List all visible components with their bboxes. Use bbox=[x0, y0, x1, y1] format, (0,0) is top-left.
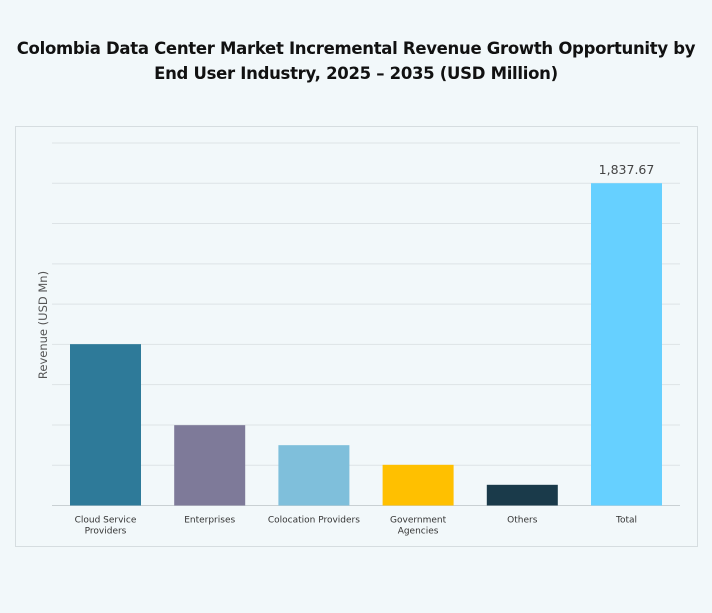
bar-enterprises bbox=[174, 425, 246, 506]
x-tick-label: Total bbox=[615, 516, 637, 526]
bar-others bbox=[486, 484, 558, 506]
x-tick-label: Cloud Service Providers bbox=[75, 516, 137, 537]
chart-title-line2: End User Industry, 2025 – 2035 (USD Mill… bbox=[154, 64, 558, 83]
chart-title: Colombia Data Center Market Incremental … bbox=[0, 36, 712, 86]
x-tick-label: Enterprises bbox=[184, 516, 235, 526]
bar-colocation-providers bbox=[278, 445, 350, 506]
chart-title-line1: Colombia Data Center Market Incremental … bbox=[16, 39, 696, 58]
y-axis-label: Revenue (USD Mn) bbox=[36, 271, 50, 379]
data-label: 1,837.67 bbox=[599, 162, 655, 177]
x-tick-label: Others bbox=[507, 516, 538, 526]
bar-cloud-service-providers bbox=[70, 344, 141, 506]
x-tick-label: Government Agencies bbox=[390, 516, 447, 537]
x-tick-label: Colocation Providers bbox=[268, 516, 360, 526]
bar-total bbox=[591, 183, 662, 506]
bar-government-agencies bbox=[382, 464, 454, 506]
